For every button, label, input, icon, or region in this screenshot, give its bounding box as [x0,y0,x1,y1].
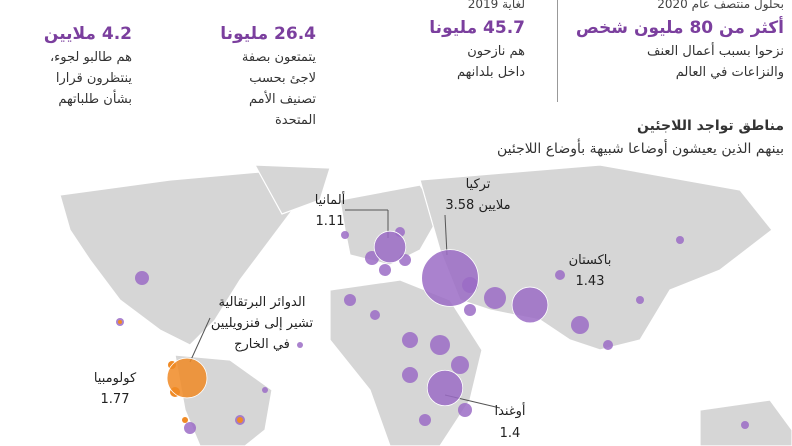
stat: 26.4 مليونا يتمتعون بصفة لاجئ بحسب تصنيف… [166,21,316,131]
stat-line: تصنيف الأمم [249,92,316,107]
bubble-name: ألمانيا [315,191,346,208]
minor-bubble [741,421,749,429]
minor-bubble [402,332,418,348]
bubble-name: أوغندا [494,402,525,419]
minor-bubble [344,294,356,306]
stat-figure: 26.4 مليونا [220,24,316,44]
minor-bubble [402,367,418,383]
leader-line [189,317,211,363]
stat-line: هم طالبو لجوء، [49,50,132,65]
minor-bubble [182,417,188,423]
bubble-value: 1.4 [500,426,521,441]
annotation: في الخارج [234,337,290,352]
land [59,164,792,446]
bubble [166,357,208,399]
stat-line: ينتظرون قرارا [55,71,132,86]
minor-bubble [237,417,243,423]
minor-bubble [430,335,450,355]
minor-bubble [419,414,431,426]
stat-figure: أكثر من 80 مليون شخص [575,18,784,38]
stat: بحلول منتصف عام 2020 أكثر من 80 مليون شخ… [554,0,784,83]
stat: 4.2 ملايين هم طالبو لجوء، ينتظرون قرارا … [2,21,132,110]
minor-bubble [571,316,589,334]
minor-bubble [341,231,349,239]
stat-header: لغاية 2019 [467,0,525,11]
stat-line: داخل بلدانهم [456,65,525,80]
stat: لغاية 2019 45.7 مليونا هم نازحون داخل بل… [365,0,525,83]
minor-bubble [297,342,303,348]
minor-bubble [365,251,379,265]
minor-bubble [184,422,196,434]
bubble-value: 1.77 [101,392,130,407]
annotation: تشير إلى فنزويليين [211,316,314,331]
stat-line: هم نازحون [467,44,525,59]
minor-bubble [464,304,476,316]
minor-bubble [603,340,613,350]
bubble [373,230,407,264]
minor-bubble [118,320,122,324]
minor-bubble [676,236,684,244]
stat-line: بشأن طلباتهم [58,92,132,107]
minor-bubble [555,270,565,280]
minor-bubble [636,296,644,304]
stat-line: نزحوا بسبب أعمال العنف [647,44,784,59]
minor-bubble [262,387,268,393]
minor-bubble [458,403,472,417]
bubble [421,249,479,307]
minor-bubble [451,356,469,374]
bubble-value: 1.11 [316,214,345,229]
leader-line [444,214,448,256]
bubble-name: تركيا [466,177,491,192]
bubble-name: كولومبيا [94,371,137,386]
minor-bubble [135,271,149,285]
stat-line: المتحدة [274,113,316,128]
map-title: مناطق تواجد اللاجئين [636,118,784,134]
stat-line: لاجئ بحسب [249,71,316,86]
divider [557,0,558,102]
bubble [511,286,549,324]
stat-line: يتمتعون بصفة [241,50,316,65]
stat-figure: 45.7 مليونا [429,18,525,38]
stat-figure: 4.2 ملايين [43,24,132,44]
minor-bubble [370,310,380,320]
stat-header: بحلول منتصف عام 2020 [657,0,784,11]
map-subtitle: بينهم الذين يعيشون أوضاعا شبيهة بأوضاع ا… [496,141,784,157]
bubble-value: 3.58 ملايين [445,198,510,213]
minor-bubble [379,264,391,276]
bubble [426,369,464,407]
bubble-value: 1.43 [576,274,605,289]
minor-bubble [484,287,506,309]
annotation: الدوائر البرتقالية [219,295,306,310]
stat-line: والنزاعات في العالم [675,65,784,80]
bubble-name: باكستان [569,253,612,268]
